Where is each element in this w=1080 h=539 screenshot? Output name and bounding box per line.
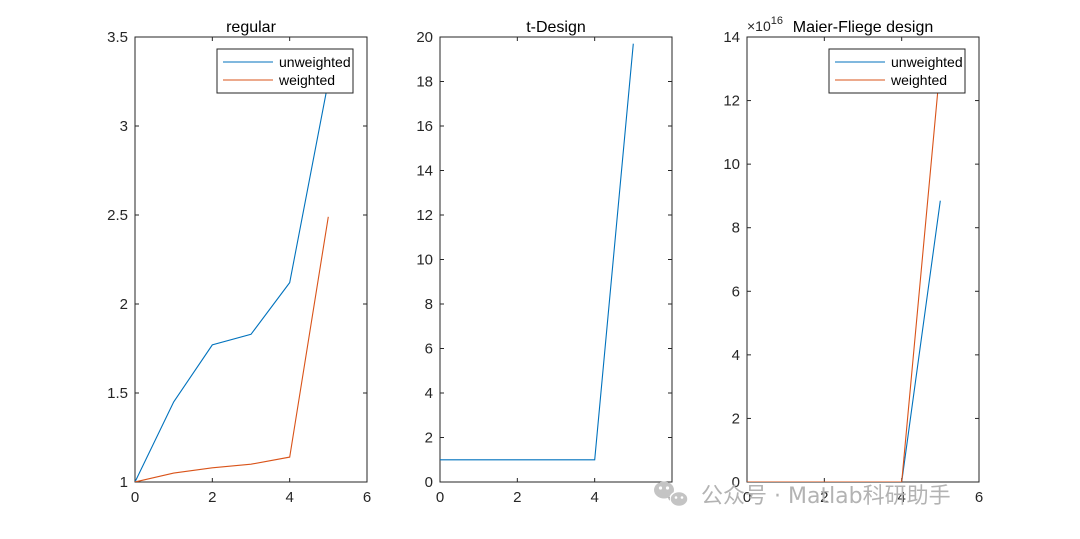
y-tick-label: 8 xyxy=(425,296,433,313)
y-tick-label: 14 xyxy=(723,29,740,46)
series-line-series-1 xyxy=(440,43,634,461)
y-tick-label: 6 xyxy=(425,341,433,358)
series-line-unweighted xyxy=(135,81,329,482)
y-tick-label: 18 xyxy=(416,74,433,91)
y-tick-label: 0 xyxy=(732,474,740,491)
wechat-icon xyxy=(654,481,689,508)
plot-area xyxy=(440,43,634,461)
y-tick-label: 3 xyxy=(120,118,128,135)
axes-box xyxy=(746,36,980,483)
x-tick-label: 2 xyxy=(820,489,828,506)
series-line-weighted xyxy=(747,84,939,482)
y-tick-label: 4 xyxy=(425,385,433,402)
x-tick-label: 2 xyxy=(513,489,521,506)
y-tick-label: 12 xyxy=(416,207,433,224)
y-tick-label: 1.5 xyxy=(107,385,128,402)
legend-box xyxy=(828,48,966,94)
x-tick-label: 6 xyxy=(363,489,371,506)
x-tick-label: 0 xyxy=(436,489,444,506)
x-tick-label: 6 xyxy=(975,489,983,506)
watermark: 公众号 · Matlab科研助手 xyxy=(654,481,951,509)
y-exponent-label: ×1016 xyxy=(747,15,783,34)
axes-box xyxy=(439,36,673,483)
y-tick-label: 3.5 xyxy=(107,29,128,46)
series-line-weighted xyxy=(135,216,329,482)
legend-box xyxy=(216,48,354,94)
y-tick-label: 10 xyxy=(723,156,740,173)
subplots: 0 2 4 6 1 1.5 2 2.5 3 3.5 regular unweighted weighte… xyxy=(107,15,983,506)
series-line-unweighted xyxy=(747,200,941,482)
y-tick-label: 10 xyxy=(416,252,433,269)
subplot-3: 0 2 4 6 0 2 4 6 8 10 12 14 ×1016 Maier-Fliege design u… xyxy=(723,15,983,506)
x-tick-label: 0 xyxy=(743,489,751,506)
y-tick-label: 1 xyxy=(120,474,128,491)
y-tick-label: 2 xyxy=(425,430,433,447)
y-tick-label: 2 xyxy=(120,296,128,313)
watermark-text: 公众号 · Matlab科研助手 xyxy=(701,484,951,509)
plot-area xyxy=(747,84,941,482)
x-tick-label: 4 xyxy=(285,489,293,506)
subplot-2: 024602468101214161820t-Design xyxy=(416,19,676,506)
legend-label-weighted: weighted xyxy=(890,72,947,88)
x-tick-label: 0 xyxy=(131,489,139,506)
legend: unweighted weighted xyxy=(216,48,354,94)
y-tick-label: 14 xyxy=(416,163,433,180)
axes-box xyxy=(134,36,368,483)
x-tick-label: 2 xyxy=(208,489,216,506)
y-tick-label: 2 xyxy=(732,410,740,427)
plot-area xyxy=(135,81,329,482)
y-tick-label: 16 xyxy=(416,118,433,135)
legend-label-unweighted: unweighted xyxy=(891,54,963,70)
y-tick-label: 0 xyxy=(425,474,433,491)
legend: unweighted weighted xyxy=(828,48,966,94)
y-tick-label: 4 xyxy=(732,347,740,364)
legend-label-unweighted: unweighted xyxy=(279,54,351,70)
x-tick-label: 4 xyxy=(897,489,905,506)
subplot-1: 0 2 4 6 1 1.5 2 2.5 3 3.5 regular unweighted weighte… xyxy=(107,19,371,506)
y-tick-label: 2.5 xyxy=(107,207,128,224)
y-tick-label: 6 xyxy=(732,283,740,300)
y-tick-label: 20 xyxy=(416,29,433,46)
subplot-title: Maier-Fliege design xyxy=(793,19,934,36)
subplot-title: regular xyxy=(226,19,276,36)
x-tick-label: 4 xyxy=(590,489,598,506)
y-tick-label: 8 xyxy=(732,220,740,237)
y-tick-label: 12 xyxy=(723,93,740,110)
subplot-title: t-Design xyxy=(526,19,586,36)
legend-label-weighted: weighted xyxy=(278,72,335,88)
